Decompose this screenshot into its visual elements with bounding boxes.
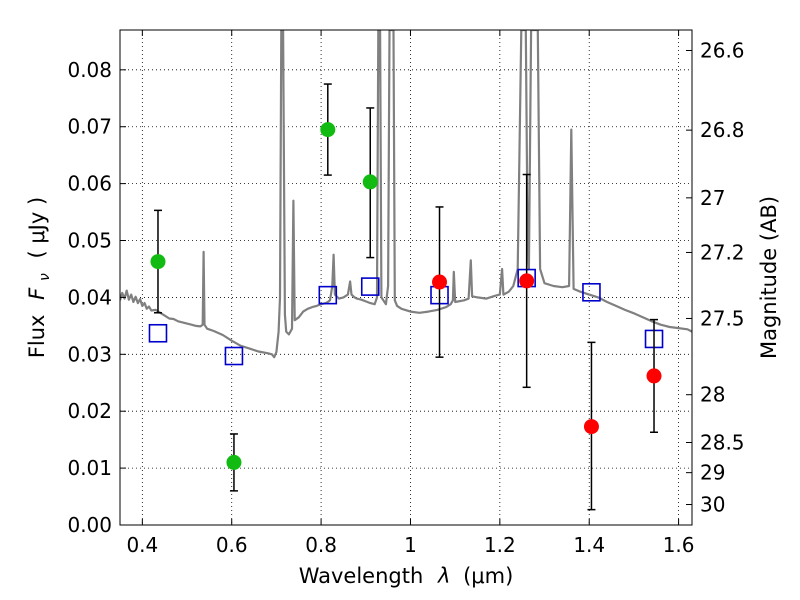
red-point — [432, 274, 448, 290]
plot-frame — [119, 29, 693, 526]
red-point-group — [432, 206, 448, 358]
x-tick-label: 1.2 — [484, 533, 516, 557]
model-square — [360, 277, 380, 296]
green-point-group — [320, 83, 336, 176]
y2-tick-label: 30 — [700, 493, 725, 517]
y-tick-label: 0.05 — [67, 229, 112, 253]
y-tick-label: 0.02 — [67, 399, 112, 423]
data-layer — [120, 30, 692, 511]
y2-tick-label: 27.2 — [700, 240, 745, 264]
x-tick-label: 0.6 — [216, 533, 248, 557]
y-tick-label: 0.01 — [67, 456, 112, 480]
model-square — [318, 285, 338, 305]
y-tick-label: 0.03 — [67, 342, 112, 366]
green-point-group — [226, 433, 242, 492]
y2-tick-label: 28 — [700, 383, 725, 407]
model-square — [582, 282, 601, 302]
y-tick-label: 0.06 — [67, 172, 112, 196]
red-point-group — [583, 341, 599, 511]
y2-tick-label: 27.5 — [700, 306, 745, 330]
red-point — [646, 368, 662, 384]
y2-tick-label: 27 — [700, 186, 725, 210]
red-point-group — [646, 318, 662, 434]
x-axis-label: Wavelength λ (μm) — [299, 564, 514, 588]
y2-tick-label: 28.5 — [700, 431, 745, 455]
x-tick-label: 1.4 — [573, 533, 605, 557]
green-point — [362, 174, 378, 190]
x-tick-label: 0.8 — [305, 533, 337, 557]
y2-tick-label: 26.8 — [700, 118, 745, 142]
green-point — [320, 122, 336, 138]
y-axis-label: Flux F ν ( μJy ) — [25, 197, 54, 358]
model-square — [148, 323, 168, 343]
model-square — [224, 346, 244, 366]
red-point-group — [519, 173, 535, 389]
green-point-group — [362, 107, 378, 259]
y-tick-label: 0.04 — [67, 285, 112, 309]
y-tick-label: 0.00 — [67, 513, 112, 537]
green-point — [150, 254, 166, 270]
plot-area — [120, 30, 692, 525]
green-point-group — [150, 209, 166, 314]
y-tick-label: 0.08 — [67, 58, 112, 82]
ticks: 0.4 0.6 0.8 1 1.2 1.4 1.6 0.00 0.01 0.02 0.03 0.04 0… — [67, 30, 745, 557]
plot-background — [120, 30, 692, 525]
green-point — [226, 454, 242, 470]
x-tick-label: 1.6 — [663, 533, 695, 557]
red-point — [583, 419, 599, 435]
red-point — [519, 273, 535, 289]
spectrum-line — [120, 30, 692, 359]
y2-axis-label: Magnitude (AB) — [757, 196, 781, 359]
y2-tick-label: 26.6 — [700, 38, 745, 62]
x-tick-label: 1 — [404, 533, 417, 557]
x-tick-label: 0.4 — [126, 533, 158, 557]
y2-tick-label: 29 — [700, 461, 725, 485]
y-tick-label: 0.07 — [67, 115, 112, 139]
